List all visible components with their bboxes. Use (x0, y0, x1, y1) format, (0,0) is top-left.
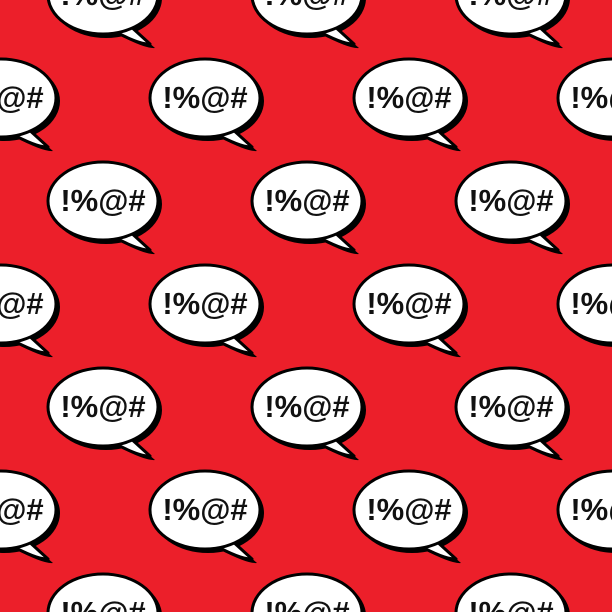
speech-bubble: !%@# (350, 55, 468, 153)
bubble-text: !%@# (452, 570, 570, 612)
speech-bubble: !%@# (44, 158, 162, 256)
speech-bubble: !%@# (248, 0, 366, 50)
bubble-text: !%@# (264, 183, 350, 218)
speech-bubble-icon (46, 572, 162, 612)
speech-bubble-icon (556, 469, 612, 553)
bubble-text: !%@# (0, 80, 44, 115)
speech-bubble: !%@# (554, 467, 612, 565)
speech-bubble: !%@# (452, 0, 570, 50)
speech-bubble: !%@# (350, 261, 468, 359)
speech-bubble: !%@# (0, 467, 60, 565)
speech-bubble: !%@# (452, 364, 570, 462)
speech-bubble-icon (250, 0, 366, 49)
bubble-text: !%@# (570, 492, 612, 527)
bubble-text: !%@# (452, 0, 570, 38)
speech-bubble-icon (148, 57, 264, 152)
speech-bubble: !%@# (146, 55, 264, 153)
speech-bubble: !%@# (146, 261, 264, 359)
speech-bubble: !%@# (248, 158, 366, 256)
speech-bubble: !%@# (248, 570, 366, 612)
speech-bubble: !%@# (554, 261, 612, 359)
speech-bubble: !%@# (248, 364, 366, 462)
bubble-text: !%@# (570, 80, 612, 115)
speech-bubble-icon (148, 263, 264, 358)
speech-bubble-icon (454, 160, 570, 255)
bubble-text: !%@# (366, 492, 452, 527)
bubble-text: !%@# (0, 286, 44, 321)
bubble-text: !%@# (44, 0, 162, 38)
speech-bubble-icon (0, 57, 60, 152)
speech-bubble-icon (250, 366, 366, 461)
speech-bubble-icon (0, 469, 60, 564)
speech-bubble-icon (250, 160, 366, 255)
bubble-text: !%@# (248, 0, 366, 38)
bubble-text: !%@# (468, 183, 554, 218)
bubble-text: !%@# (162, 80, 248, 115)
speech-bubble: !%@# (554, 55, 612, 153)
bubble-text: !%@# (264, 389, 350, 424)
speech-bubble: !%@# (0, 55, 60, 153)
speech-bubble-icon (454, 366, 570, 461)
speech-bubble-icon (556, 263, 612, 347)
bubble-text: !%@# (60, 389, 146, 424)
bubble-text: !%@# (0, 492, 44, 527)
bubble-text: !%@# (468, 389, 554, 424)
bubble-text: !%@# (162, 492, 248, 527)
speech-bubble-icon (148, 469, 264, 564)
speech-bubble-icon (352, 57, 468, 152)
bubble-text: !%@# (44, 570, 162, 612)
bubble-text: !%@# (366, 80, 452, 115)
speech-bubble: !%@# (44, 0, 162, 50)
speech-bubble-icon (250, 572, 366, 612)
speech-bubble: !%@# (452, 158, 570, 256)
speech-bubble-icon (556, 57, 612, 141)
speech-bubble-icon (46, 160, 162, 255)
speech-bubble-icon (454, 0, 570, 49)
speech-bubble: !%@# (146, 467, 264, 565)
speech-bubble-icon (0, 263, 60, 358)
bubble-text: !%@# (366, 286, 452, 321)
speech-bubble: !%@# (44, 364, 162, 462)
bubble-text: !%@# (162, 286, 248, 321)
speech-bubble-icon (46, 0, 162, 49)
speech-bubble: !%@# (0, 261, 60, 359)
speech-bubble-icon (352, 263, 468, 358)
speech-bubble-icon (352, 469, 468, 564)
speech-bubble-icon (454, 572, 570, 612)
bubble-text: !%@# (60, 183, 146, 218)
speech-bubble: !%@# (452, 570, 570, 612)
speech-bubble: !%@# (44, 570, 162, 612)
bubble-text: !%@# (570, 286, 612, 321)
bubble-text: !%@# (248, 570, 366, 612)
speech-bubble: !%@# (350, 467, 468, 565)
speech-bubble-icon (46, 366, 162, 461)
